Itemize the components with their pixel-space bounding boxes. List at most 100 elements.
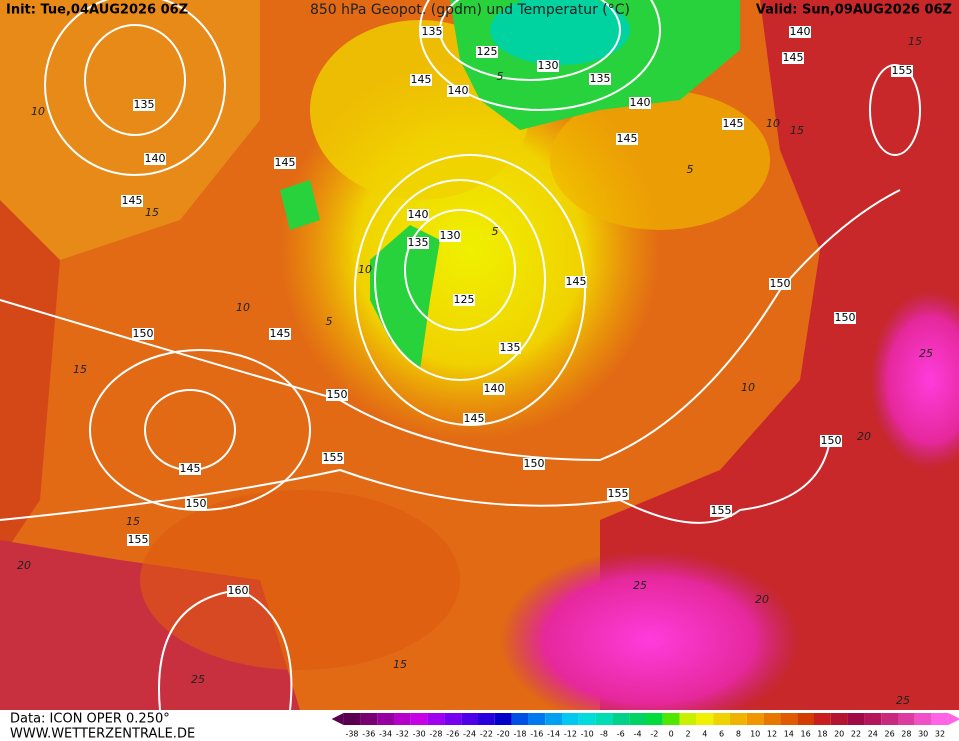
- label-box: [463, 413, 485, 425]
- label-box: [453, 294, 475, 306]
- legend-tick-label: -30: [413, 730, 426, 739]
- legend-tick-label: 28: [901, 730, 911, 739]
- label-box: [179, 463, 201, 475]
- legend-swatch: [494, 713, 512, 725]
- legend-tick-label: -38: [345, 730, 358, 739]
- geopotential-label: 155: [608, 487, 629, 500]
- legend-swatch: [931, 713, 949, 725]
- geopotential-label: 145: [464, 412, 485, 425]
- legend-tick-label: 24: [868, 730, 878, 739]
- legend-swatch: [746, 713, 764, 725]
- legend-swatch: [410, 713, 428, 725]
- label-box: [565, 276, 587, 288]
- label-box: [499, 342, 521, 354]
- label-box: [410, 74, 432, 86]
- legend-swatch: [898, 713, 915, 725]
- label-box: [710, 505, 732, 517]
- geopotential-label: 145: [617, 132, 638, 145]
- legend-swatch: [763, 713, 781, 725]
- isotherm-label: 10: [741, 381, 755, 394]
- legend-tick-label: 16: [801, 730, 811, 739]
- label-box: [722, 118, 744, 130]
- geopotential-label: 125: [454, 293, 475, 306]
- isotherm-label: 15: [126, 515, 140, 528]
- isotherm-label: 10: [236, 301, 250, 314]
- legend-swatch: [343, 713, 361, 725]
- label-box: [185, 498, 207, 510]
- legend-arrow: [948, 713, 959, 725]
- legend-tick-label: 20: [834, 730, 844, 739]
- legend-tick-label: 6: [719, 730, 724, 739]
- label-box: [616, 133, 638, 145]
- isotherm-label: 10: [358, 263, 372, 276]
- legend-tick-label: -18: [513, 730, 526, 739]
- isotherm-label: 5: [326, 315, 333, 328]
- legend-swatch: [646, 713, 663, 725]
- label-box: [476, 46, 498, 58]
- valid-time: Valid: Sun,09AUG2026 06Z: [756, 3, 952, 18]
- legend-tick-label: 10: [750, 730, 760, 739]
- label-box: [891, 65, 913, 77]
- label-box: [274, 157, 296, 169]
- isotherm-label: 5: [497, 70, 504, 83]
- legend-swatch: [780, 713, 798, 725]
- geopotential-label: 160: [228, 584, 249, 597]
- label-box: [407, 237, 429, 249]
- label-box: [407, 209, 429, 221]
- website: WWW.WETTERZENTRALE.DE: [10, 727, 195, 741]
- label-box: [227, 585, 249, 597]
- label-box: [269, 328, 291, 340]
- legend-tick-label: 22: [851, 730, 861, 739]
- geopotential-label: 145: [180, 462, 201, 475]
- label-box: [483, 383, 505, 395]
- isotherm-label: 25: [191, 673, 205, 686]
- legend-tick-label: -6: [617, 730, 625, 739]
- label-box: [537, 60, 559, 72]
- legend-swatch: [511, 713, 529, 725]
- isotherm-label: 5: [492, 225, 499, 238]
- legend-tick-label: -8: [600, 730, 608, 739]
- geopotential-label: 150: [133, 327, 154, 340]
- label-box: [144, 153, 166, 165]
- legend-tick-label: -26: [446, 730, 459, 739]
- legend-tick-label: 12: [767, 730, 777, 739]
- geopotential-label: 145: [566, 275, 587, 288]
- geopotential-label: 140: [448, 84, 469, 97]
- isotherm-label: 15: [145, 206, 159, 219]
- geopotential-label: 140: [408, 208, 429, 221]
- geopotential-label: 140: [630, 96, 651, 109]
- isotherm-label: 5: [687, 163, 694, 176]
- legend-tick-label: -34: [379, 730, 392, 739]
- isotherm-label: 25: [633, 579, 647, 592]
- legend-tick-label: 2: [685, 730, 690, 739]
- label-box: [820, 435, 842, 447]
- legend-swatch: [394, 713, 411, 725]
- geopotential-label: 150: [524, 457, 545, 470]
- geopotential-label: 140: [790, 25, 811, 38]
- geopotential-label: 145: [723, 117, 744, 130]
- geopotential-label: 140: [484, 382, 505, 395]
- geopotential-label: 150: [327, 388, 348, 401]
- legend-swatch: [864, 713, 882, 725]
- legend-tick-label: -28: [429, 730, 442, 739]
- label-box: [326, 389, 348, 401]
- legend-swatch: [612, 713, 630, 725]
- legend-swatch: [713, 713, 730, 725]
- legend-swatch: [847, 713, 865, 725]
- label-box: [447, 85, 469, 97]
- legend-tick-label: -4: [634, 730, 642, 739]
- legend-swatch: [562, 713, 579, 725]
- geopotential-label: 135: [500, 341, 521, 354]
- legend-swatch: [881, 713, 898, 725]
- isotherm-label: 15: [73, 363, 87, 376]
- legend-swatch: [797, 713, 814, 725]
- legend-tick-label: 26: [885, 730, 895, 739]
- isotherm-label: 15: [908, 35, 922, 48]
- legend-tick-label: -16: [530, 730, 543, 739]
- legend-tick-label: -24: [463, 730, 476, 739]
- legend-tick-label: 0: [669, 730, 674, 739]
- legend-tick-label: -20: [497, 730, 510, 739]
- init-time: Init: Tue,04AUG2026 06Z: [6, 3, 188, 18]
- geopotential-label: 140: [145, 152, 166, 165]
